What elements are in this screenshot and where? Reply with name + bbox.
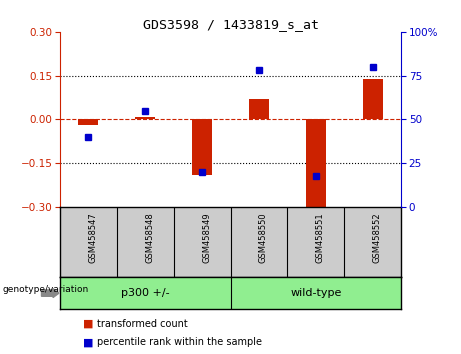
- Text: GSM458552: GSM458552: [372, 213, 382, 263]
- Text: genotype/variation: genotype/variation: [2, 285, 89, 294]
- Text: GSM458550: GSM458550: [259, 213, 268, 263]
- Text: ■: ■: [83, 337, 94, 347]
- Text: GSM458551: GSM458551: [316, 213, 325, 263]
- Text: transformed count: transformed count: [97, 319, 188, 329]
- Bar: [363, 79, 383, 120]
- Text: p300 +/-: p300 +/-: [121, 288, 170, 298]
- Text: GSM458549: GSM458549: [202, 213, 211, 263]
- Text: percentile rank within the sample: percentile rank within the sample: [97, 337, 262, 347]
- Text: GSM458548: GSM458548: [145, 213, 154, 263]
- Bar: [306, 120, 326, 209]
- Title: GDS3598 / 1433819_s_at: GDS3598 / 1433819_s_at: [142, 18, 319, 31]
- Bar: [249, 99, 269, 120]
- Bar: [135, 116, 155, 120]
- Text: ■: ■: [83, 319, 94, 329]
- Bar: [192, 120, 212, 175]
- Bar: [78, 120, 98, 125]
- Text: wild-type: wild-type: [290, 288, 342, 298]
- Text: GSM458547: GSM458547: [89, 213, 97, 263]
